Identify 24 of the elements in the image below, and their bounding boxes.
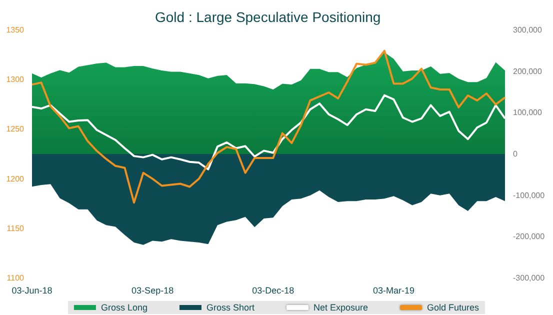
legend-label: Gold Futures — [427, 302, 480, 312]
y2-tick-label: 300,000 — [513, 26, 542, 34]
y-tick-label: 1200 — [6, 174, 25, 184]
y2-tick-label: 0 — [513, 150, 518, 158]
y2-tick-label: -200,000 — [513, 232, 546, 242]
y2-tick-label: -300,000 — [513, 274, 546, 282]
x-tick-label: 03-Sep-18 — [132, 286, 174, 296]
y2-tick-label: -100,000 — [513, 190, 546, 200]
x-tick-label: 03-Jun-18 — [12, 286, 52, 296]
legend-label: Gross Short — [206, 302, 255, 312]
line-series — [31, 94, 506, 170]
y-tick-label: 1150 — [6, 224, 25, 233]
legend-label: Gross Long — [100, 302, 148, 312]
chart-title: Gold : Large Speculative Positioning — [155, 9, 381, 25]
y2-tick-label: 200,000 — [513, 66, 542, 76]
line-series — [31, 50, 506, 204]
y-tick-label: 1100 — [6, 274, 25, 282]
x-tick-label: 03-Mar-19 — [372, 286, 414, 296]
legend-label: Net Exposure — [313, 302, 368, 312]
y2-tick-label: 100,000 — [513, 108, 542, 118]
x-tick-label: 03-Dec-18 — [252, 286, 294, 296]
y-tick-label: 1350 — [6, 26, 25, 34]
y-tick-label: 1300 — [6, 75, 25, 84]
y-tick-label: 1250 — [6, 124, 25, 134]
